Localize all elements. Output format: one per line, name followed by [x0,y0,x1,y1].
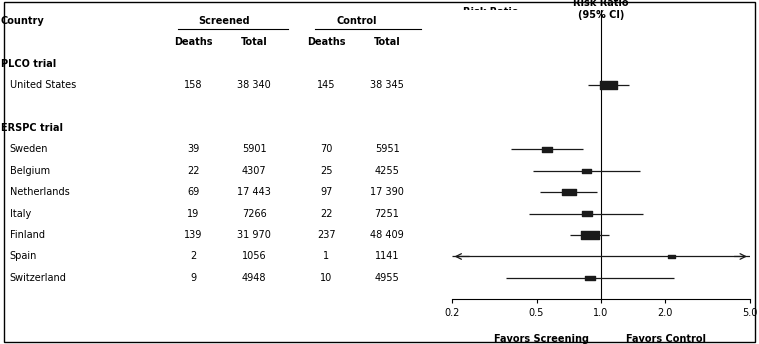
Text: 4948: 4948 [242,273,266,283]
Text: Favors Screening: Favors Screening [493,334,588,344]
Text: 0.89 (0.72–1.09): 0.89 (0.72–1.09) [463,230,543,240]
Text: 0.86 (0.48–1.52): 0.86 (0.48–1.52) [463,166,543,176]
Text: Screened: Screened [198,16,250,26]
Text: Total: Total [373,37,401,47]
Text: 4307: 4307 [242,166,266,176]
Text: 38 340: 38 340 [238,80,271,90]
Text: Deaths: Deaths [175,37,213,47]
Text: Country: Country [1,16,45,26]
Text: 0.56 (0.38–0.83): 0.56 (0.38–0.83) [463,144,543,154]
Text: 22: 22 [320,209,332,219]
Text: 5901: 5901 [242,144,266,154]
Text: 17 390: 17 390 [370,187,404,197]
Text: 19: 19 [187,209,200,219]
Text: 10: 10 [320,273,332,283]
Text: 4255: 4255 [375,166,399,176]
Text: 158: 158 [184,80,203,90]
Text: Belgium: Belgium [10,166,50,176]
Text: 69: 69 [187,187,200,197]
Text: 38 345: 38 345 [370,80,404,90]
Text: Spain: Spain [10,251,37,261]
Text: Italy: Italy [10,209,31,219]
Text: 2.15 (0.20–23.77): 2.15 (0.20–23.77) [463,251,550,261]
Text: 7266: 7266 [242,209,266,219]
Text: 17 443: 17 443 [238,187,271,197]
Text: Netherlands: Netherlands [10,187,70,197]
Text: 97: 97 [320,187,332,197]
Text: 0.89 (0.36–2.20): 0.89 (0.36–2.20) [463,273,543,283]
Text: 0.71 (0.52–0.96): 0.71 (0.52–0.96) [463,187,543,197]
Text: 0.86 (0.46–1.58): 0.86 (0.46–1.58) [463,209,543,219]
Text: Deaths: Deaths [307,37,345,47]
Text: ERSPC trial: ERSPC trial [1,123,63,133]
Text: United States: United States [10,80,76,90]
Text: 39: 39 [187,144,200,154]
Text: 48 409: 48 409 [370,230,404,240]
Text: Switzerland: Switzerland [10,273,67,283]
Text: 31 970: 31 970 [238,230,271,240]
Text: 22: 22 [187,166,200,176]
Text: Total: Total [241,37,268,47]
Text: 1.09 (0.87–1.36): 1.09 (0.87–1.36) [463,80,543,90]
Text: 70: 70 [320,144,332,154]
Text: 237: 237 [317,230,335,240]
Text: 139: 139 [184,230,203,240]
Text: 1: 1 [323,251,329,261]
Text: 2: 2 [191,251,197,261]
Text: Control: Control [336,16,377,26]
Text: PLCO trial: PLCO trial [1,59,56,69]
Text: 9: 9 [191,273,197,283]
Text: 1141: 1141 [375,251,399,261]
Text: Favors Control: Favors Control [626,334,707,344]
Text: 7251: 7251 [375,209,399,219]
Text: Risk Ratio
(95% CI): Risk Ratio (95% CI) [573,0,628,20]
Text: 1056: 1056 [242,251,266,261]
Text: 25: 25 [320,166,332,176]
Text: Finland: Finland [10,230,45,240]
Text: Risk Ratio
(95% CI): Risk Ratio (95% CI) [463,7,518,29]
Text: 145: 145 [317,80,335,90]
Text: 5951: 5951 [375,144,399,154]
Text: Sweden: Sweden [10,144,49,154]
Text: 4955: 4955 [375,273,399,283]
